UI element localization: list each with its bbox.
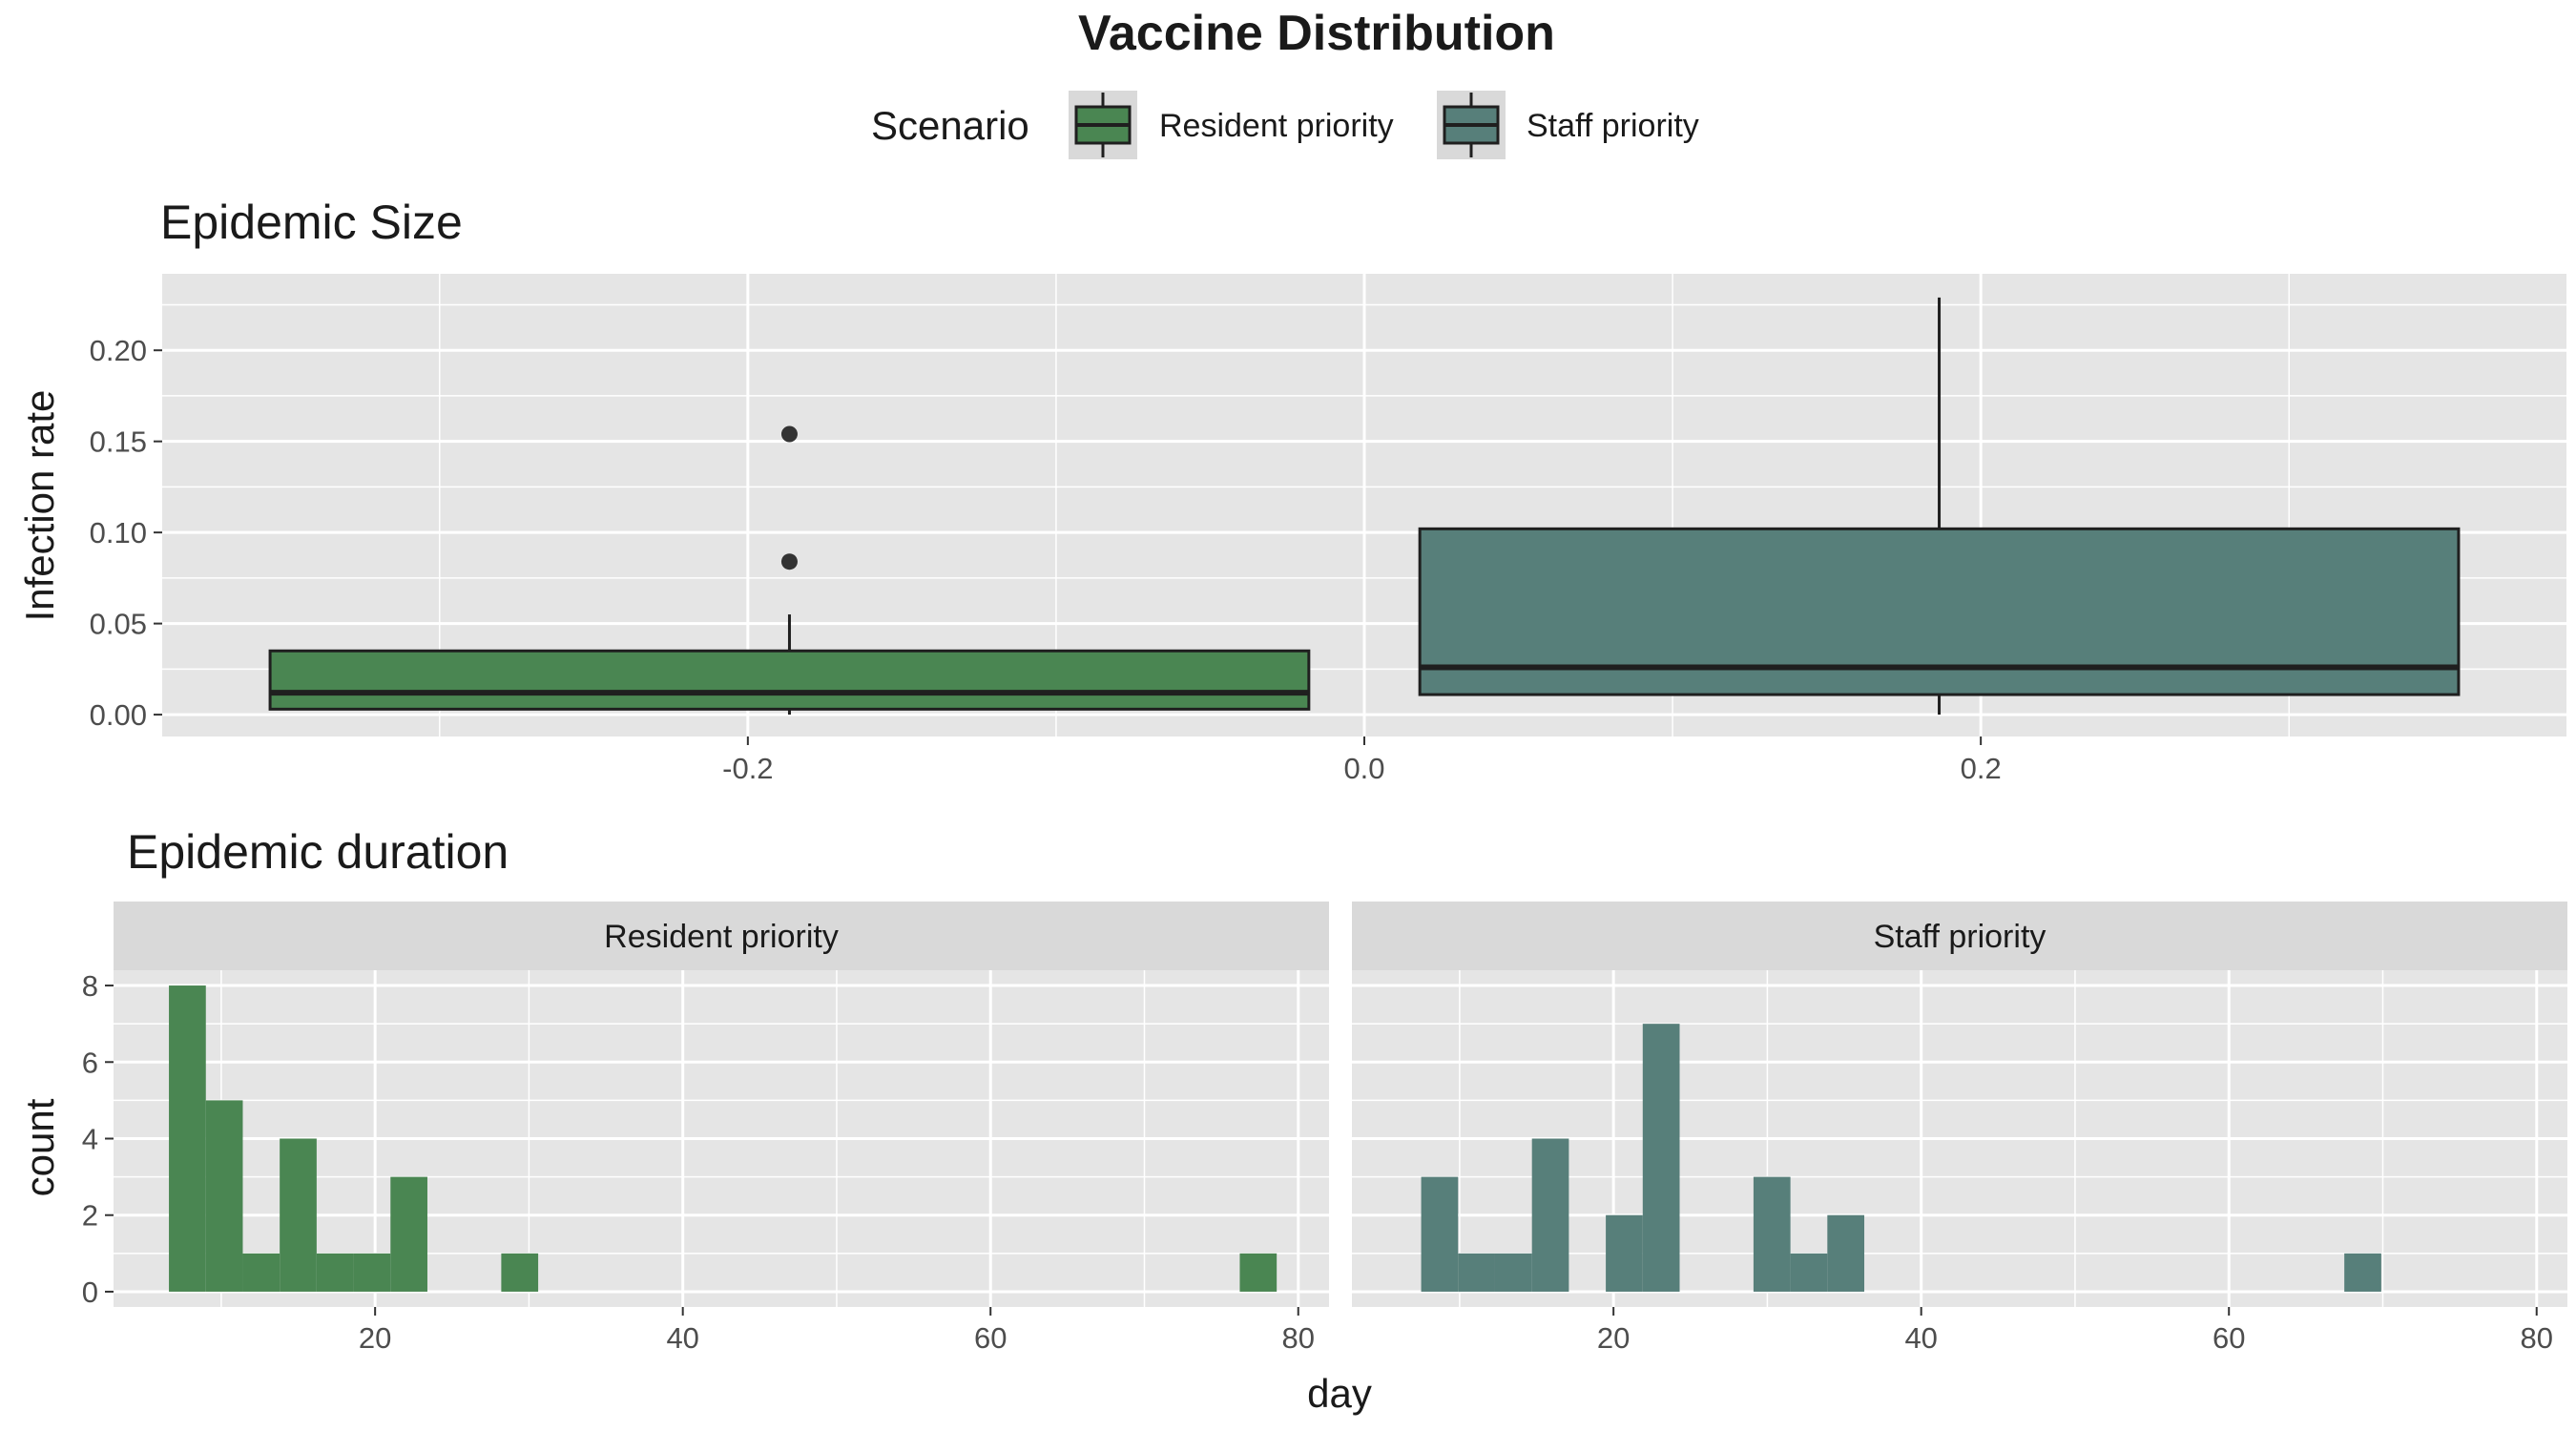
facet-strip-label: Resident priority (604, 919, 839, 955)
histogram-bar (169, 985, 206, 1292)
x-tick-label: 20 (1597, 1321, 1630, 1355)
y-tick-label: 0.20 (90, 334, 147, 367)
histogram-bar (205, 1100, 243, 1292)
x-tick-label: 40 (666, 1321, 698, 1355)
epidemic-size-panel: -0.2 0.0 0.2 0.00 0.05 0.10 0.15 0.20 (90, 274, 2566, 785)
histogram-bar (1827, 1214, 1865, 1292)
x-tick-label: 40 (1904, 1321, 1937, 1355)
histogram-bar (1531, 1138, 1569, 1292)
y-tick-label: 2 (82, 1199, 98, 1233)
histogram-bar (1494, 1253, 1532, 1292)
outlier-point (780, 553, 798, 570)
legend-label-staff-priority: Staff priority (1527, 108, 1699, 144)
legend-key-resident-priority (1069, 91, 1137, 159)
legend-key-staff-priority (1437, 91, 1506, 159)
outlier-point (780, 425, 798, 443)
legend-label-resident-priority: Resident priority (1159, 108, 1394, 144)
histogram-bar (280, 1138, 317, 1292)
x-tick-label: 60 (2212, 1321, 2245, 1355)
histogram-facet-resident-priority: Resident priority 20 40 60 80 0 2 4 6 8 (82, 902, 1329, 1355)
y-tick-label: 0.00 (90, 698, 147, 732)
histogram-bar (1458, 1253, 1495, 1292)
x-tick-label: 0.2 (1961, 752, 2002, 785)
x-tick-label: 80 (1282, 1321, 1315, 1355)
histogram-bar (242, 1253, 280, 1292)
epidemic-duration-x-axis-label: day (1307, 1371, 1372, 1416)
y-tick-label: 8 (82, 969, 98, 1003)
y-tick-label: 0.05 (90, 608, 147, 641)
y-tick-label: 4 (82, 1123, 98, 1156)
histogram-bar (316, 1253, 354, 1292)
y-tick-label: 0 (82, 1275, 98, 1309)
histogram-bar (1642, 1024, 1680, 1292)
chart-title: Vaccine Distribution (1078, 6, 1555, 61)
boxplot-staff-priority (1418, 297, 2461, 716)
facet-strip-label: Staff priority (1874, 919, 2046, 955)
boxplot-resident-priority (268, 425, 1311, 716)
histogram-bar (1790, 1253, 1828, 1292)
histogram-bar (353, 1253, 391, 1292)
y-tick-label: 0.15 (90, 425, 147, 459)
histogram-bar (1239, 1253, 1278, 1292)
y-tick-label: 0.10 (90, 516, 147, 550)
x-tick-label: 80 (2521, 1321, 2553, 1355)
histogram-bar (1606, 1214, 1643, 1292)
epidemic-duration-title: Epidemic duration (127, 825, 509, 879)
box (268, 649, 1311, 711)
legend: Scenario Resident priority Staff priorit… (871, 91, 1699, 159)
histogram-bar (390, 1176, 427, 1292)
histogram-bar (1421, 1176, 1459, 1292)
histogram-bar (501, 1253, 539, 1292)
histogram-bar (1753, 1176, 1791, 1292)
legend-title: Scenario (871, 103, 1029, 148)
x-tick-label: 60 (974, 1321, 1007, 1355)
x-tick-label: -0.2 (722, 752, 773, 785)
x-tick-label: 0.0 (1343, 752, 1384, 785)
facet-strip (114, 902, 1329, 970)
histogram-facet-staff-priority: Staff priority 20 40 60 80 (1352, 902, 2567, 1355)
histogram-bar (2344, 1253, 2381, 1292)
epidemic-size-y-axis-label: Infection rate (17, 390, 62, 622)
x-tick-label: 20 (359, 1321, 391, 1355)
epidemic-duration-y-axis-label: count (17, 1098, 62, 1196)
y-tick-label: 6 (82, 1046, 98, 1079)
epidemic-size-title: Epidemic Size (160, 196, 463, 249)
facet-strip (1352, 902, 2567, 970)
